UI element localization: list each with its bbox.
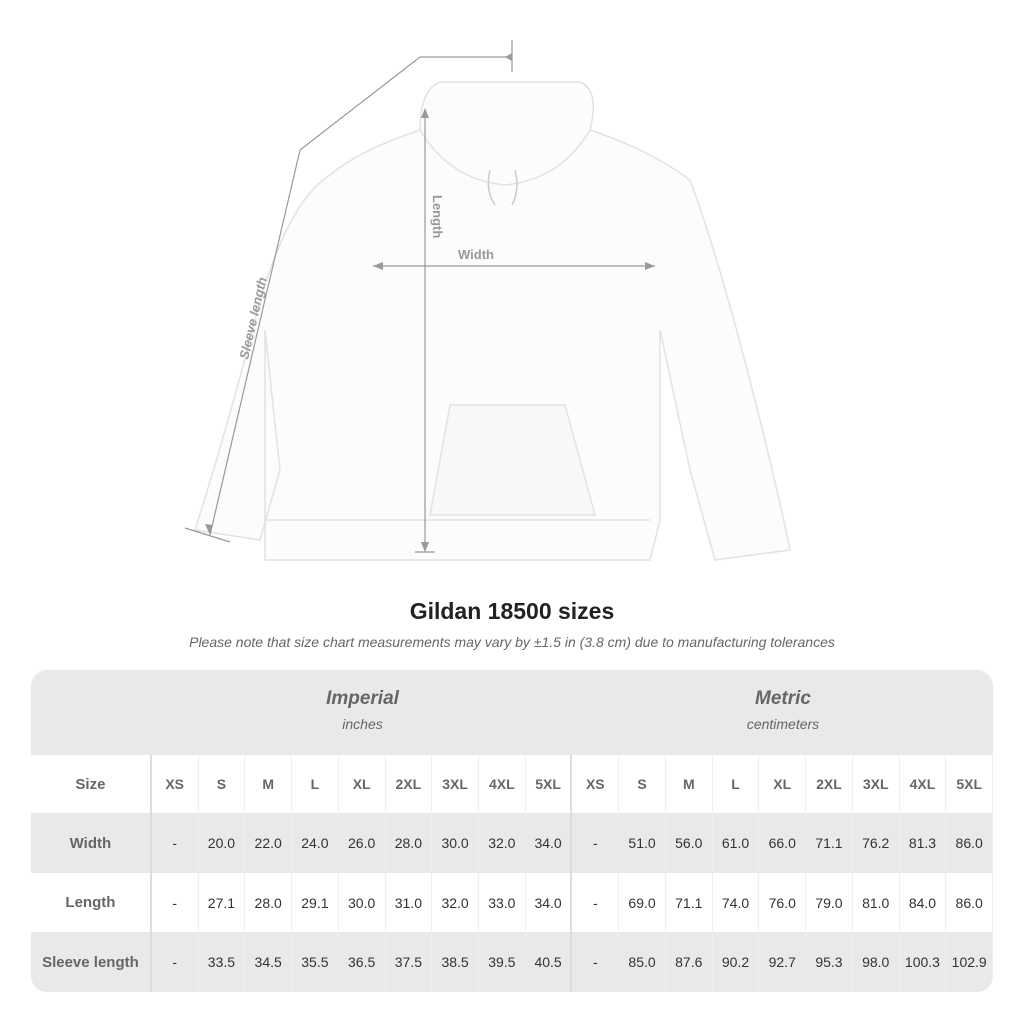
metric-cell: 95.3 bbox=[806, 932, 853, 992]
size-header-cell: XL bbox=[339, 755, 386, 813]
metric-cell: 102.9 bbox=[946, 932, 993, 992]
imperial-cell: 39.5 bbox=[479, 932, 526, 992]
metric-cell: 98.0 bbox=[853, 932, 900, 992]
imperial-cell: 30.0 bbox=[339, 873, 386, 932]
size-header-row: Size XS S M L XL 2XL 3XL 4XL 5XL XS S M L XL 2XL 3XL 4XL 5… bbox=[31, 755, 993, 813]
metric-cell: 61.0 bbox=[713, 813, 760, 873]
imperial-cell: 24.0 bbox=[292, 813, 339, 873]
metric-cell: 81.0 bbox=[853, 873, 900, 932]
imperial-cell: 40.5 bbox=[526, 932, 573, 992]
metric-cell: 85.0 bbox=[619, 932, 666, 992]
size-header-cell: 5XL bbox=[526, 755, 573, 813]
metric-cell: 71.1 bbox=[666, 873, 713, 932]
size-header-cell: XS bbox=[572, 755, 620, 813]
hoodie-image bbox=[194, 81, 791, 561]
imperial-cell: 29.1 bbox=[292, 873, 339, 932]
row-label: Sleeve length bbox=[31, 932, 152, 992]
metric-cell: 71.1 bbox=[806, 813, 853, 873]
imperial-cell: 33.0 bbox=[479, 873, 526, 932]
imperial-cell: 34.0 bbox=[526, 813, 573, 873]
metric-cell: 100.3 bbox=[900, 932, 947, 992]
metric-cell: 92.7 bbox=[759, 932, 807, 992]
imperial-cell: 20.0 bbox=[199, 813, 246, 873]
page-title: Gildan 18500 sizes bbox=[409, 598, 615, 624]
length-label: Length bbox=[430, 195, 445, 238]
imperial-cell: 38.5 bbox=[432, 932, 479, 992]
size-header-cell: 3XL bbox=[432, 755, 479, 813]
imperial-cell: 34.5 bbox=[245, 932, 293, 992]
imperial-cell: 22.0 bbox=[245, 813, 293, 873]
metric-cell: 90.2 bbox=[713, 932, 760, 992]
table-row: Width -20.0 22.0 24.0 26.0 28.0 30.0 32.0 34.0-5… bbox=[31, 813, 993, 873]
metric-cell: - bbox=[572, 873, 620, 932]
width-label: Width bbox=[458, 247, 494, 262]
imperial-cell: 37.5 bbox=[386, 932, 433, 992]
imperial-cell: - bbox=[152, 873, 199, 932]
table-row: Length -27.1 28.0 29.1 30.0 31.0 32.0 33.0 34.0-… bbox=[31, 873, 993, 932]
imperial-cell: 28.0 bbox=[245, 873, 293, 932]
imperial-cell: 31.0 bbox=[386, 873, 433, 932]
imperial-cell: 27.1 bbox=[199, 873, 246, 932]
table-row: Sleeve length -33.5 34.5 35.5 36.5 37.5 38.5 39… bbox=[31, 932, 993, 992]
metric-cell: 81.3 bbox=[900, 813, 947, 873]
group-name: Metric bbox=[755, 688, 811, 709]
metric-cell: 79.0 bbox=[806, 873, 853, 932]
size-table: Imperial inches Metric centimeters Size X… bbox=[31, 670, 993, 992]
imperial-cell: 36.5 bbox=[339, 932, 386, 992]
metric-cell: 74.0 bbox=[713, 873, 760, 932]
metric-cell: 76.0 bbox=[759, 873, 807, 932]
imperial-cell: - bbox=[152, 813, 199, 873]
row-label: Length bbox=[31, 873, 152, 932]
size-header-cell: 4XL bbox=[900, 755, 947, 813]
size-header-cell: 2XL bbox=[386, 755, 433, 813]
size-header-cell: S bbox=[199, 755, 246, 813]
imperial-cell: 26.0 bbox=[339, 813, 386, 873]
row-label: Size bbox=[31, 755, 152, 813]
imperial-cell: 28.0 bbox=[386, 813, 433, 873]
hoodie-diagram: Sleeve length Length Width bbox=[184, 40, 791, 561]
metric-cell: - bbox=[572, 932, 620, 992]
metric-cell: - bbox=[572, 813, 620, 873]
imperial-cell: 34.0 bbox=[526, 873, 573, 932]
size-header-cell: XL bbox=[759, 755, 807, 813]
size-header-cell: S bbox=[619, 755, 666, 813]
imperial-cell: 33.5 bbox=[199, 932, 246, 992]
metric-cell: 69.0 bbox=[619, 873, 666, 932]
metric-cell: 66.0 bbox=[759, 813, 807, 873]
group-name: Imperial bbox=[326, 688, 399, 709]
tolerance-note: Please note that size chart measurements… bbox=[189, 634, 835, 650]
size-header-cell: M bbox=[245, 755, 293, 813]
metric-cell: 84.0 bbox=[900, 873, 947, 932]
metric-cell: 76.2 bbox=[853, 813, 900, 873]
group-metric: Metric centimeters bbox=[573, 688, 993, 732]
size-header-cell: 3XL bbox=[853, 755, 900, 813]
imperial-cell: 32.0 bbox=[432, 873, 479, 932]
group-unit: centimeters bbox=[746, 716, 820, 732]
metric-cell: 87.6 bbox=[666, 932, 713, 992]
imperial-cell: - bbox=[152, 932, 199, 992]
metric-cell: 86.0 bbox=[946, 873, 993, 932]
size-header-cell: 4XL bbox=[479, 755, 526, 813]
size-header-cell: L bbox=[292, 755, 339, 813]
group-unit: inches bbox=[342, 716, 383, 732]
size-header-cell: M bbox=[666, 755, 713, 813]
table-group-header: Imperial inches Metric centimeters bbox=[31, 670, 993, 755]
imperial-cell: 35.5 bbox=[292, 932, 339, 992]
imperial-cell: 30.0 bbox=[432, 813, 479, 873]
metric-cell: 51.0 bbox=[619, 813, 666, 873]
size-header-cell: XS bbox=[152, 755, 199, 813]
size-header-cell: 5XL bbox=[946, 755, 993, 813]
group-imperial: Imperial inches bbox=[152, 688, 573, 732]
imperial-cell: 32.0 bbox=[479, 813, 526, 873]
row-label: Width bbox=[31, 813, 152, 873]
size-header-cell: L bbox=[713, 755, 760, 813]
size-header-cell: 2XL bbox=[806, 755, 853, 813]
metric-cell: 56.0 bbox=[666, 813, 713, 873]
metric-cell: 86.0 bbox=[946, 813, 993, 873]
